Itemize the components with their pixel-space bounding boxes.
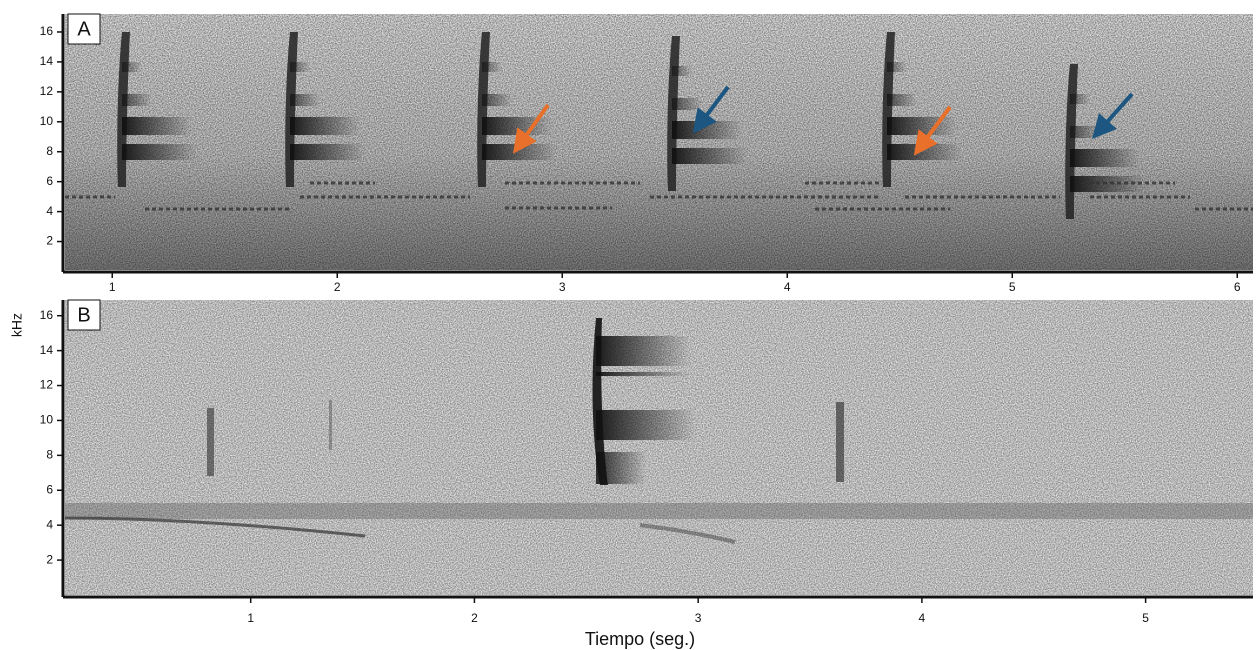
y-tick-label: 2 [46,552,53,566]
y-tick-label: 10 [40,114,54,128]
y-axis-label: kHz [9,313,25,337]
spectrogram-b [64,300,1253,595]
x-tick-label: 5 [1142,611,1149,625]
panel-label: A [77,18,91,40]
y-tick-label: 12 [40,84,54,98]
x-tick-label: 5 [1009,280,1016,294]
panel-label-box [67,13,101,45]
x-tick-label: 1 [109,280,116,294]
x-tick-label: 6 [1234,280,1241,294]
y-tick-label: 14 [40,343,54,357]
x-tick-label: 3 [695,611,702,625]
y-tick-label: 6 [46,482,53,496]
y-tick-label: 12 [40,378,54,392]
x-tick-label: 4 [919,611,926,625]
x-tick-label: 2 [334,280,341,294]
y-tick-label: 14 [40,54,54,68]
y-tick-label: 2 [46,234,53,248]
x-axis-label: Tiempo (seg.) [585,629,695,649]
panel-label-box [67,299,101,331]
y-tick-label: 4 [46,517,53,531]
y-tick-label: 16 [40,308,54,322]
y-tick-label: 6 [46,174,53,188]
x-tick-label: 1 [247,611,254,625]
y-tick-label: 8 [46,144,53,158]
y-tick-label: 10 [40,413,54,427]
y-tick-label: 4 [46,204,53,218]
y-tick-label: 16 [40,24,54,38]
y-tick-label: 8 [46,448,53,462]
x-tick-label: 4 [784,280,791,294]
spectrogram-a [65,14,1253,270]
x-tick-label: 3 [559,280,566,294]
panel-label: B [77,304,90,326]
x-tick-label: 2 [471,611,478,625]
